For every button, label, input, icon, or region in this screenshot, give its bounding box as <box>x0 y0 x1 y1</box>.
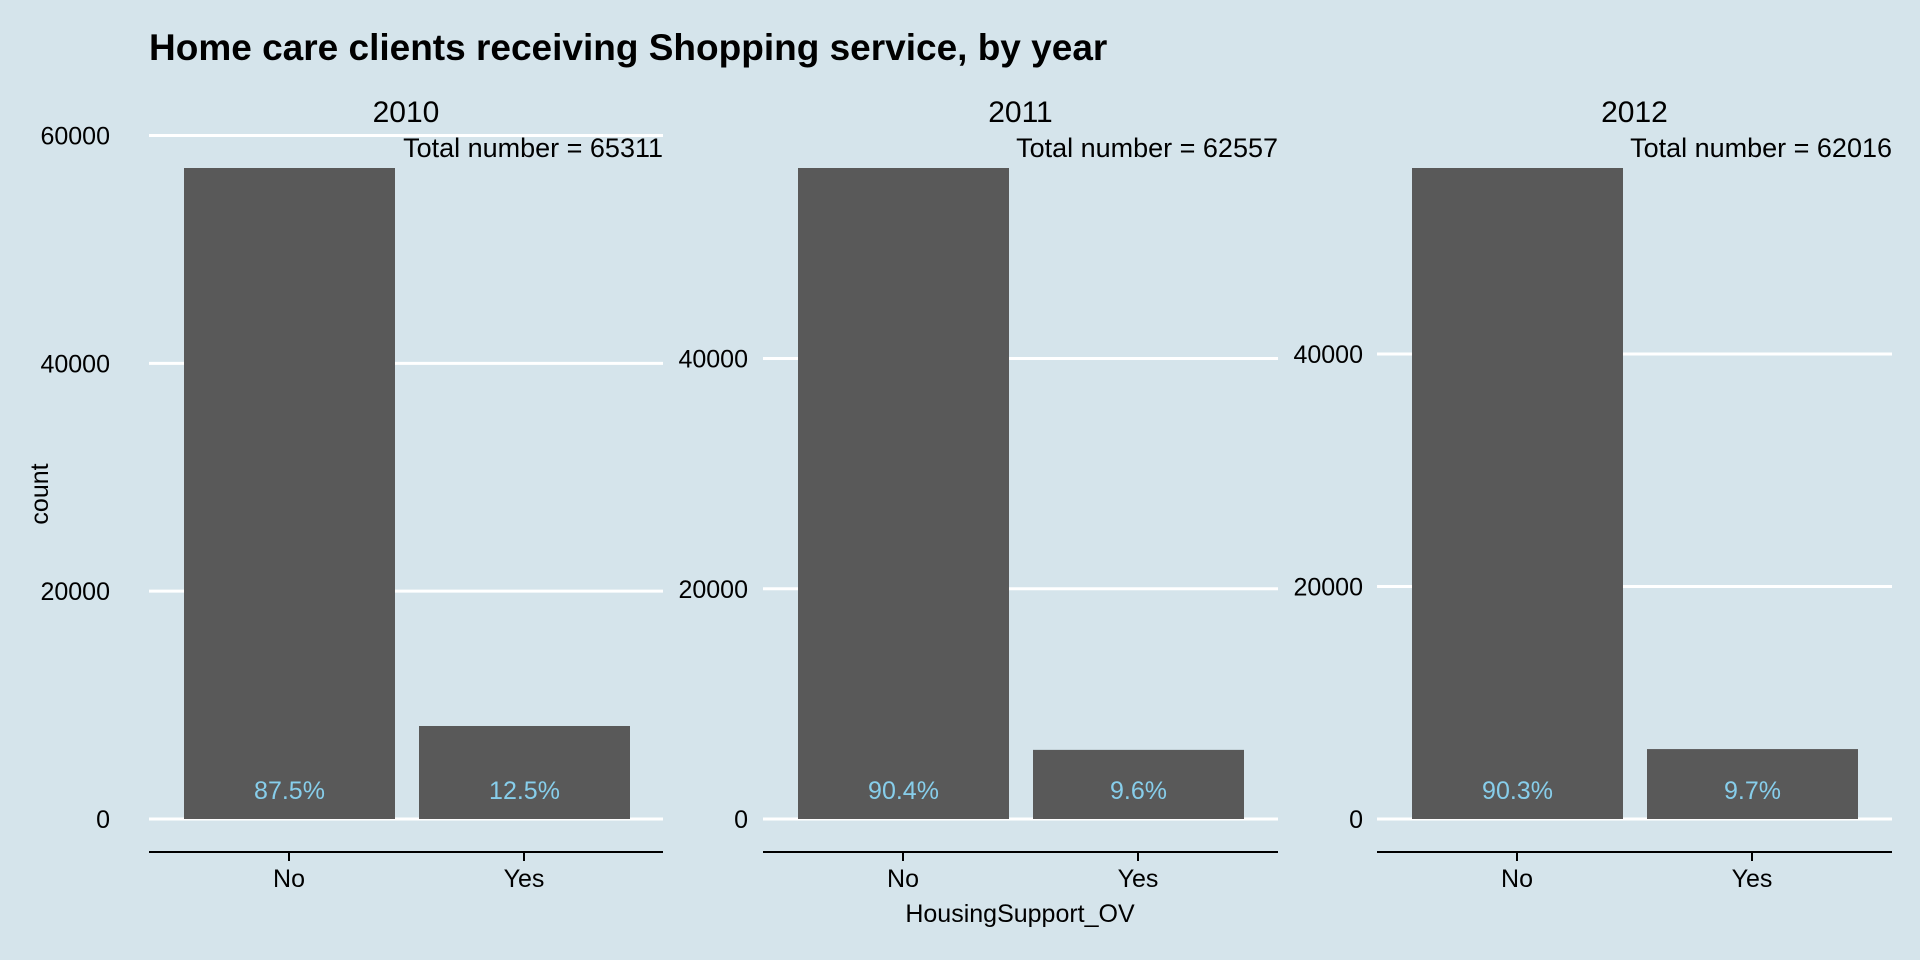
data-label: 9.7% <box>1724 777 1781 805</box>
y-tick-label: 20000 <box>1293 574 1363 602</box>
bar-no <box>1412 168 1623 819</box>
facet-title: 2010 <box>373 96 440 129</box>
facet-2010: 0 20000 40000 60000 87.5% 12.5% No Yes 2010 Total… <box>40 96 663 893</box>
bar-no <box>184 168 395 819</box>
x-tick-label: Yes <box>504 865 545 893</box>
x-tick-label: Yes <box>1732 865 1773 893</box>
data-label: 90.3% <box>1482 777 1553 805</box>
facet-title: 2012 <box>1601 96 1668 129</box>
data-label: 87.5% <box>254 777 325 805</box>
y-tick-label: 0 <box>734 806 748 834</box>
total-annotation: Total number = 65311 <box>403 133 663 163</box>
y-tick-label: 20000 <box>678 576 748 604</box>
y-tick-label: 0 <box>1349 806 1363 834</box>
x-tick-label: No <box>887 865 919 893</box>
bar-yes <box>1033 749 1244 819</box>
x-axis-title: HousingSupport_OV <box>905 900 1135 928</box>
y-tick-label: 20000 <box>40 578 110 606</box>
bar-yes <box>1647 749 1858 819</box>
x-tick-label: Yes <box>1118 865 1159 893</box>
data-label: 12.5% <box>489 777 560 805</box>
total-annotation: Total number = 62016 <box>1630 133 1892 163</box>
y-axis-title: count <box>26 463 54 524</box>
bar-yes <box>419 725 630 819</box>
y-tick-label: 60000 <box>40 122 110 150</box>
x-tick-label: No <box>273 865 305 893</box>
y-tick-label: 40000 <box>1293 341 1363 369</box>
total-annotation: Total number = 62557 <box>1016 133 1278 163</box>
facet-2011: 0 20000 40000 90.4% 9.6% No Yes 2011 Total numbe… <box>678 96 1278 893</box>
facet-2012: 0 20000 40000 90.3% 9.7% No Yes 2012 Total numbe… <box>1293 96 1892 893</box>
y-tick-label: 40000 <box>678 346 748 374</box>
x-tick-label: No <box>1501 865 1533 893</box>
bar-no <box>798 168 1009 819</box>
chart-title: Home care clients receiving Shopping ser… <box>149 27 1107 68</box>
data-label: 90.4% <box>868 777 939 805</box>
facet-title: 2011 <box>988 96 1053 129</box>
y-tick-label: 40000 <box>40 350 110 378</box>
facet-panels: 0 20000 40000 60000 87.5% 12.5% No Yes 2010 Total… <box>40 96 1892 893</box>
y-tick-label: 0 <box>96 806 110 834</box>
data-label: 9.6% <box>1110 777 1167 805</box>
